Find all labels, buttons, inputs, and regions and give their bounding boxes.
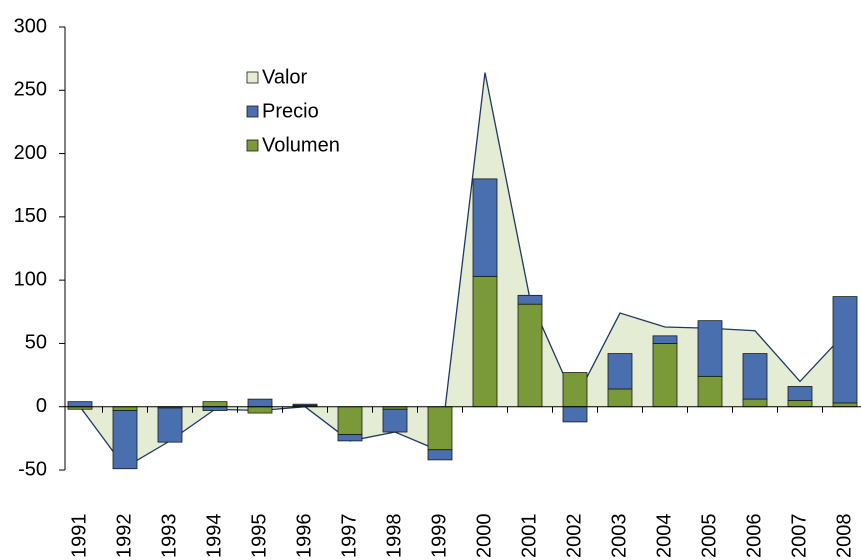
x-tick-label: 1992	[113, 514, 135, 559]
bar	[382, 408, 408, 433]
bar	[562, 406, 588, 423]
x-tick-label: 1999	[428, 514, 450, 559]
bar	[472, 178, 498, 277]
legend-label: Valor	[262, 66, 308, 88]
bar	[337, 434, 363, 442]
x-tick-label: 1991	[68, 514, 90, 559]
bar	[562, 372, 588, 408]
bar	[517, 303, 543, 408]
legend-label: Volumen	[262, 134, 340, 156]
y-tick-label: 300	[14, 15, 47, 37]
x-tick-label: 2008	[833, 514, 855, 559]
y-tick-label: 150	[14, 205, 47, 227]
y-tick-label: 50	[25, 332, 47, 354]
x-tick-label: 1998	[383, 514, 405, 559]
bar	[112, 406, 138, 411]
bar	[607, 353, 633, 390]
x-tick-label: 2005	[698, 514, 720, 559]
bar	[787, 399, 813, 408]
x-tick-label: 2002	[563, 514, 585, 559]
legend-label: Precio	[262, 100, 319, 122]
legend-swatch	[246, 71, 259, 84]
bar	[67, 401, 93, 408]
bar	[832, 402, 858, 408]
y-tick-label: 0	[36, 395, 47, 417]
bar	[337, 406, 363, 435]
y-tick-label: 200	[14, 142, 47, 164]
x-tick-label: 1996	[293, 514, 315, 559]
bar	[742, 353, 768, 400]
bar	[427, 449, 453, 461]
legend-swatch	[246, 139, 259, 152]
bar	[292, 403, 318, 406]
x-tick-label: 2007	[788, 514, 810, 559]
bar	[832, 296, 858, 404]
bar	[202, 406, 228, 411]
bar	[742, 398, 768, 408]
x-tick-label: 2001	[518, 514, 540, 559]
bar	[652, 335, 678, 344]
x-tick-label: 1993	[158, 514, 180, 559]
x-tick-label: 2003	[608, 514, 630, 559]
bar	[427, 406, 453, 451]
bar	[607, 388, 633, 408]
y-tick-label: -50	[18, 458, 47, 480]
legend-swatch	[246, 105, 259, 118]
bar	[652, 343, 678, 408]
bar	[157, 407, 183, 443]
y-tick-label: 250	[14, 79, 47, 101]
x-tick-label: 1995	[248, 514, 270, 559]
bar	[472, 275, 498, 408]
bar	[247, 406, 273, 414]
bar	[697, 320, 723, 377]
x-tick-label: 1997	[338, 514, 360, 559]
bar	[112, 410, 138, 470]
bar	[247, 398, 273, 408]
bar	[697, 375, 723, 408]
x-tick-label: 2006	[743, 514, 765, 559]
bar	[517, 294, 543, 305]
bar	[787, 386, 813, 401]
x-tick-label: 2004	[653, 514, 675, 559]
x-tick-label: 1994	[203, 514, 225, 559]
bar	[202, 401, 228, 408]
y-tick-label: 100	[14, 268, 47, 290]
x-tick-label: 2000	[473, 514, 495, 559]
